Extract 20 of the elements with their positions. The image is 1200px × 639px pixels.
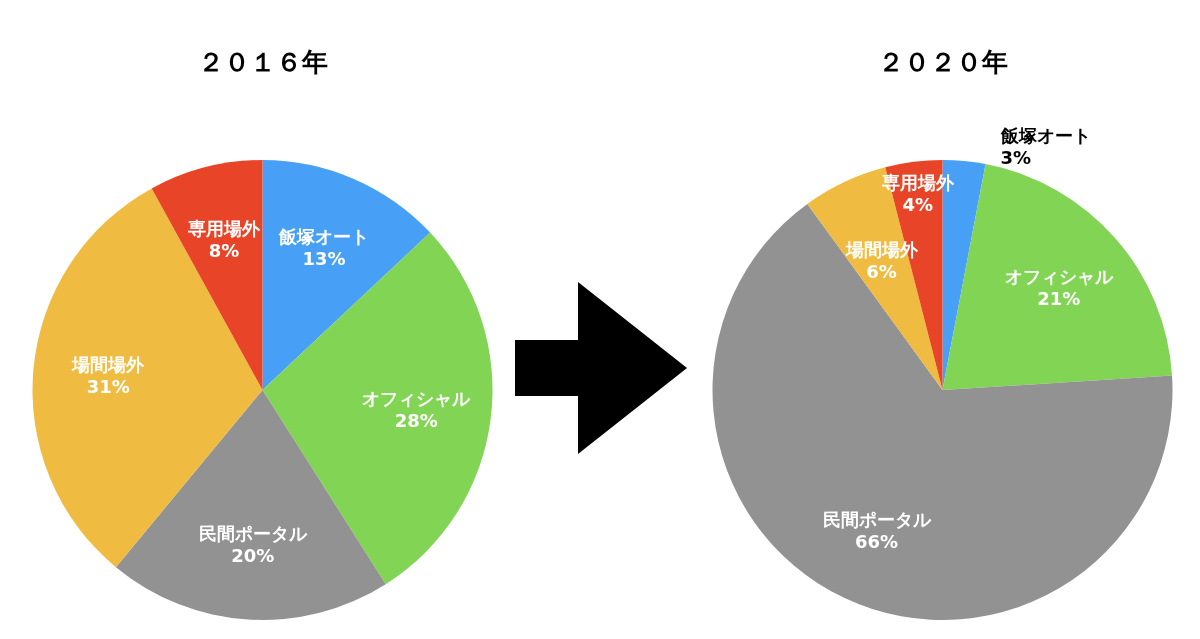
data-label: 31%: [86, 375, 130, 397]
chart-title: ２０１６年: [197, 47, 328, 77]
chart-title: ２０２０年: [877, 47, 1008, 77]
slice-label: オフィシャル: [362, 387, 472, 409]
slice-label: 飯塚オート: [999, 124, 1091, 146]
data-label: 66%: [854, 530, 899, 552]
data-label: 28%: [394, 409, 438, 431]
data-label: 13%: [302, 248, 346, 270]
slice-label: 飯塚オート: [278, 226, 370, 248]
slice-label: 民間ポータル: [198, 523, 308, 545]
data-label: 6%: [866, 261, 897, 283]
data-label: 4%: [902, 194, 933, 216]
slice-label: オフィシャル: [1004, 266, 1114, 287]
data-label: 21%: [1037, 288, 1081, 309]
slice-label: 場間場外: [71, 353, 146, 375]
slice-label: 民間ポータル: [822, 508, 932, 530]
data-label: 20%: [231, 545, 275, 567]
data-label: 8%: [208, 240, 240, 262]
slice-label: 専用場外: [186, 218, 261, 240]
data-label: 3%: [1000, 146, 1032, 168]
